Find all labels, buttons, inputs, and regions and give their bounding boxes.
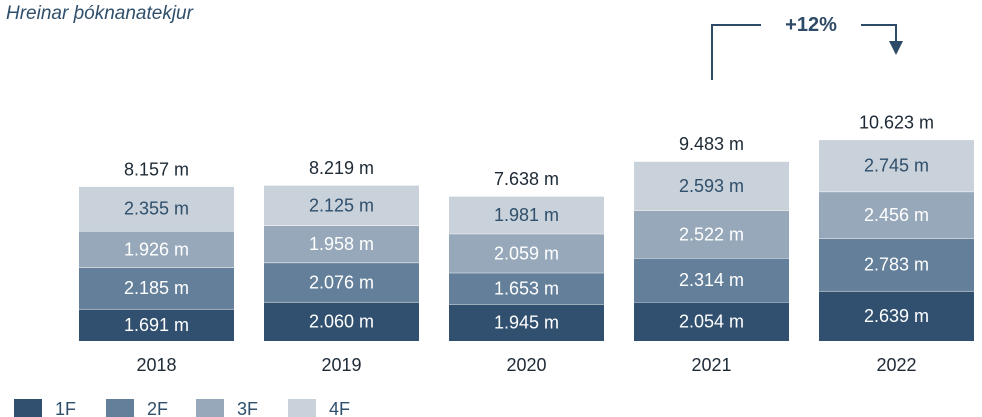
segment-label-2f-2022: 2.783 m <box>864 255 929 275</box>
bar-segment-1f-2018 <box>79 308 234 341</box>
bar-segment-4f-2021 <box>634 161 789 211</box>
total-label-2020: 7.638 m <box>494 169 559 189</box>
bar-segment-3f-2022 <box>819 191 974 239</box>
bar-segment-1f-2022 <box>819 290 974 341</box>
total-label-2018: 8.157 m <box>124 159 189 179</box>
segment-label-1f-2019: 2.060 m <box>309 311 374 331</box>
segment-label-2f-2019: 2.076 m <box>309 272 374 292</box>
total-label-2019: 8.219 m <box>309 158 374 178</box>
bar-segment-4f-2019 <box>264 185 419 226</box>
growth-annotation: +12% <box>711 14 903 80</box>
x-tick-label-2018: 2018 <box>136 355 176 375</box>
bar-segment-4f-2018 <box>79 186 234 231</box>
bar-segment-2f-2022 <box>819 238 974 291</box>
segment-label-4f-2019: 2.125 m <box>309 195 374 215</box>
legend-swatch-4f <box>288 399 316 417</box>
legend: 1F 2F 3F 4F <box>14 399 350 417</box>
legend-label-4f: 4F <box>329 399 350 417</box>
bar-segment-3f-2019 <box>264 225 419 263</box>
segment-label-4f-2022: 2.745 m <box>864 156 929 176</box>
segment-label-3f-2020: 2.059 m <box>494 243 559 263</box>
bar-segment-2f-2021 <box>634 258 789 303</box>
bar-segment-2f-2018 <box>79 267 234 309</box>
bar-segment-3f-2018 <box>79 230 234 268</box>
x-tick-label-2020: 2020 <box>506 355 546 375</box>
chart-title: Hreinar þóknanatekjur <box>6 3 194 24</box>
segment-label-3f-2021: 2.522 m <box>679 224 744 244</box>
segment-label-2f-2018: 2.185 m <box>124 278 189 298</box>
x-tick-label-2022: 2022 <box>876 355 916 375</box>
growth-arrow-right-leg <box>861 24 897 42</box>
segment-label-3f-2019: 1.958 m <box>309 234 374 254</box>
segment-label-2f-2021: 2.314 m <box>679 270 744 290</box>
legend-label-3f: 3F <box>237 399 258 417</box>
segment-label-1f-2018: 1.691 m <box>124 315 189 335</box>
segment-label-4f-2018: 2.355 m <box>124 199 189 219</box>
totals-group: 8.157 m 8.219 m 7.638 m 9.483 m 10.623 m <box>124 113 934 190</box>
segment-label-1f-2020: 1.945 m <box>494 313 559 333</box>
legend-swatch-1f <box>14 399 42 417</box>
segment-label-3f-2018: 1.926 m <box>124 239 189 259</box>
bars-group: 1.691 m 2.185 m 1.926 m 2.355 m 2.060 m 2.076… <box>79 139 974 341</box>
bar-segment-2f-2019 <box>264 262 419 302</box>
x-axis-labels: 2018 2019 2020 2021 2022 <box>136 355 916 375</box>
legend-label-1f: 1F <box>55 399 76 417</box>
x-tick-label-2021: 2021 <box>691 355 731 375</box>
segment-label-1f-2021: 2.054 m <box>679 312 744 332</box>
segment-label-3f-2022: 2.456 m <box>864 205 929 225</box>
bar-segment-4f-2020 <box>449 196 604 234</box>
growth-label: +12% <box>785 14 837 36</box>
legend-swatch-2f <box>106 399 134 417</box>
segment-label-4f-2021: 2.593 m <box>679 176 744 196</box>
segment-label-4f-2020: 1.981 m <box>494 205 559 225</box>
legend-label-2f: 2F <box>147 399 168 417</box>
total-label-2022: 10.623 m <box>859 113 934 133</box>
bar-segment-1f-2019 <box>264 301 419 341</box>
bar-segment-1f-2021 <box>634 302 789 341</box>
growth-arrow-left-leg <box>711 24 761 80</box>
x-tick-label-2019: 2019 <box>321 355 361 375</box>
bar-segment-3f-2020 <box>449 233 604 273</box>
total-label-2021: 9.483 m <box>679 134 744 154</box>
legend-swatch-3f <box>196 399 224 417</box>
bar-segment-1f-2020 <box>449 304 604 341</box>
bar-segment-2f-2020 <box>449 272 604 305</box>
segment-label-1f-2022: 2.639 m <box>864 306 929 326</box>
bar-segment-3f-2021 <box>634 210 789 259</box>
growth-arrow-head <box>889 41 903 55</box>
bar-segment-4f-2022 <box>819 139 974 192</box>
segment-label-2f-2020: 1.653 m <box>494 278 559 298</box>
